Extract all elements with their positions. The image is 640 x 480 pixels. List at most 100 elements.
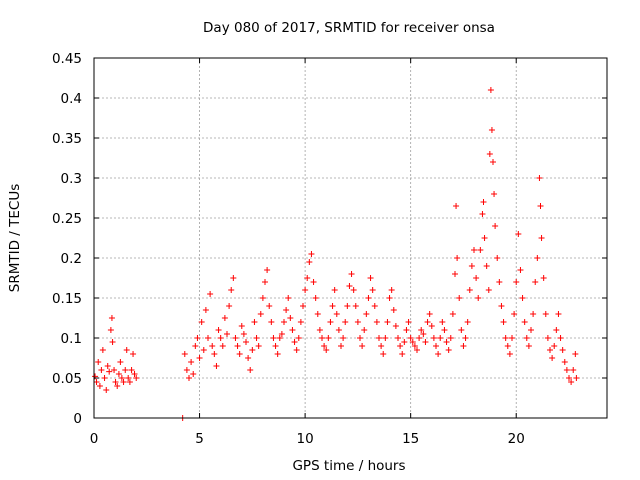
data-point bbox=[108, 315, 115, 321]
data-point bbox=[306, 259, 313, 265]
data-point bbox=[369, 287, 376, 293]
data-point bbox=[471, 247, 477, 253]
data-point bbox=[117, 359, 124, 365]
data-point bbox=[183, 367, 190, 373]
data-point bbox=[384, 319, 391, 325]
data-point bbox=[464, 319, 471, 325]
data-point bbox=[99, 347, 106, 353]
data-point bbox=[492, 223, 499, 229]
y-tick-label: 0.25 bbox=[52, 211, 82, 227]
data-point bbox=[453, 203, 460, 209]
data-point bbox=[240, 331, 247, 337]
data-point bbox=[293, 347, 300, 353]
y-tick-label: 0.2 bbox=[61, 251, 82, 267]
data-point bbox=[304, 275, 311, 281]
data-point bbox=[515, 231, 522, 237]
data-point bbox=[118, 375, 125, 381]
data-point bbox=[466, 287, 473, 293]
data-point bbox=[112, 379, 119, 385]
data-point bbox=[479, 211, 486, 217]
data-point bbox=[249, 347, 256, 353]
data-point bbox=[253, 335, 260, 341]
data-point bbox=[188, 359, 195, 365]
data-point bbox=[190, 371, 197, 377]
data-point bbox=[573, 375, 580, 381]
data-point bbox=[473, 275, 480, 281]
y-tick-labels: 0 0.05 0.1 0.15 0.2 0.25 0.3 0.35 0.4 0.45 bbox=[52, 51, 82, 427]
data-point bbox=[561, 359, 568, 365]
data-point bbox=[506, 351, 513, 357]
data-point bbox=[272, 343, 279, 349]
y-tick-label: 0.15 bbox=[52, 291, 82, 307]
data-point bbox=[319, 335, 325, 341]
data-point bbox=[433, 343, 439, 349]
data-point bbox=[297, 319, 304, 325]
data-point bbox=[437, 335, 444, 341]
x-tick-label: 0 bbox=[90, 431, 99, 447]
data-point bbox=[500, 319, 507, 325]
data-point bbox=[291, 339, 298, 345]
data-point bbox=[388, 287, 395, 293]
data-point bbox=[559, 347, 566, 353]
data-point bbox=[426, 311, 433, 317]
data-point bbox=[534, 255, 541, 261]
data-point bbox=[109, 339, 116, 345]
data-point bbox=[373, 319, 380, 325]
data-point bbox=[123, 347, 130, 353]
y-tick-label: 0.05 bbox=[52, 371, 82, 387]
data-point bbox=[418, 327, 425, 333]
data-point bbox=[327, 319, 334, 325]
data-point bbox=[439, 319, 446, 325]
data-point bbox=[367, 275, 374, 281]
x-tick-label: 15 bbox=[402, 431, 419, 447]
data-point bbox=[551, 343, 558, 349]
data-point bbox=[403, 327, 410, 333]
data-point bbox=[247, 367, 254, 373]
data-point bbox=[131, 371, 138, 377]
data-point bbox=[340, 335, 347, 341]
data-point bbox=[352, 303, 359, 309]
data-point bbox=[202, 307, 209, 313]
data-point bbox=[475, 295, 482, 301]
data-point bbox=[114, 383, 121, 389]
data-point bbox=[245, 355, 252, 361]
data-point bbox=[380, 351, 387, 357]
data-point bbox=[422, 339, 429, 345]
data-point bbox=[416, 335, 423, 341]
data-point bbox=[243, 339, 249, 345]
data-point bbox=[126, 379, 133, 385]
x-tick-label: 20 bbox=[508, 431, 525, 447]
y-tick-label: 0.1 bbox=[61, 331, 82, 347]
data-point bbox=[481, 235, 488, 241]
data-point bbox=[357, 335, 363, 341]
data-point bbox=[537, 203, 544, 209]
y-tick-label: 0 bbox=[73, 411, 82, 427]
data-point bbox=[323, 347, 330, 353]
data-point bbox=[477, 247, 484, 253]
data-point bbox=[308, 251, 315, 257]
data-point bbox=[468, 263, 475, 269]
data-point bbox=[354, 319, 361, 325]
data-point bbox=[490, 159, 496, 165]
data-point bbox=[378, 343, 385, 349]
data-point bbox=[445, 347, 452, 353]
data-point bbox=[181, 351, 188, 357]
data-point bbox=[302, 287, 309, 293]
data-point bbox=[333, 311, 340, 317]
axis-ticks bbox=[93, 57, 607, 419]
data-point bbox=[411, 343, 418, 349]
x-tick-labels: 0 5 10 15 20 bbox=[90, 431, 525, 447]
data-point bbox=[486, 151, 493, 157]
data-point bbox=[525, 343, 532, 349]
data-point bbox=[285, 295, 292, 301]
data-point bbox=[414, 347, 420, 353]
data-point bbox=[390, 307, 397, 313]
grid-lines bbox=[94, 58, 607, 418]
data-point bbox=[513, 279, 520, 285]
data-point bbox=[456, 295, 463, 301]
data-point bbox=[553, 327, 560, 333]
data-point bbox=[409, 339, 416, 345]
data-point bbox=[488, 127, 495, 133]
y-tick-label: 0.3 bbox=[61, 171, 82, 187]
data-point bbox=[215, 327, 222, 333]
